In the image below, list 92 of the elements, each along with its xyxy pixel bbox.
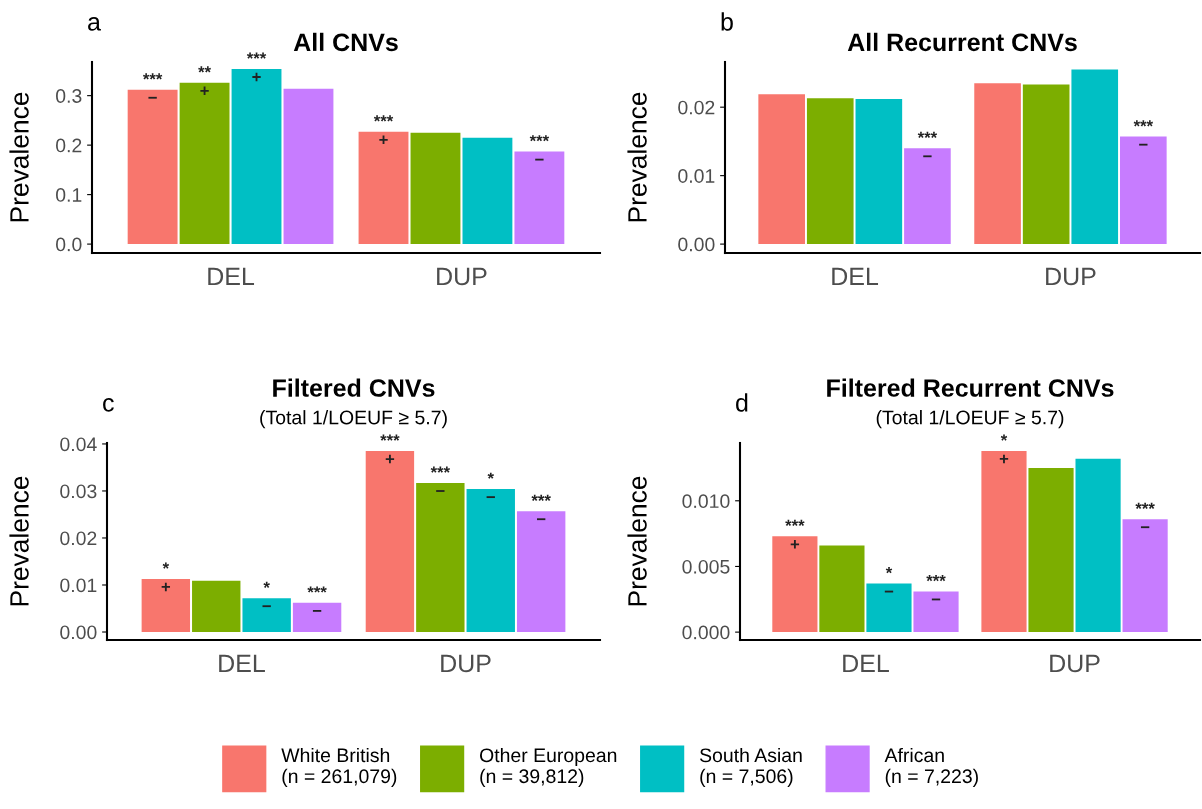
bar bbox=[819, 545, 865, 633]
chart-title: All Recurrent CNVs bbox=[847, 32, 1077, 52]
bar bbox=[1028, 467, 1074, 633]
text: c bbox=[103, 398, 114, 412]
bar bbox=[514, 151, 565, 245]
bar bbox=[974, 83, 1021, 245]
y-tick-label: 0.00 bbox=[678, 237, 715, 252]
bar bbox=[127, 89, 178, 245]
data-label: *** − bbox=[926, 574, 946, 601]
x-tick-label: DUP bbox=[1050, 654, 1100, 673]
y-tick-label: 0.000 bbox=[682, 625, 730, 640]
data-label: *** + bbox=[246, 52, 267, 82]
data-label: *** + bbox=[785, 519, 805, 549]
bar bbox=[913, 591, 959, 633]
y-tick-label: 0.03 bbox=[60, 484, 97, 499]
bar bbox=[866, 583, 912, 633]
data-label: *** − bbox=[430, 466, 451, 492]
y-tick-label: 0.00 bbox=[60, 625, 97, 640]
text: d bbox=[736, 393, 748, 412]
y-tick-label: 0.02 bbox=[60, 531, 97, 546]
bar bbox=[231, 68, 282, 245]
bar bbox=[1022, 84, 1070, 245]
x-tick-label: DUP bbox=[1046, 267, 1096, 286]
data-label: *** + bbox=[380, 434, 400, 464]
x-tick-label: DUP bbox=[437, 267, 487, 286]
bar bbox=[358, 131, 409, 245]
bar bbox=[141, 578, 191, 633]
x-tick-label: DEL bbox=[219, 654, 265, 673]
bar bbox=[1122, 519, 1168, 633]
y-tick-label: 0.01 bbox=[60, 578, 97, 593]
data-label: *** − bbox=[1135, 502, 1155, 529]
data-label: *** − bbox=[142, 73, 163, 99]
y-axis-title: Prevalence bbox=[9, 476, 29, 606]
y-tick-label: 0.0 bbox=[56, 237, 82, 252]
y-tick-label: 0.010 bbox=[682, 494, 730, 509]
chart-title: All CNVs bbox=[293, 32, 398, 52]
bar bbox=[1075, 458, 1121, 633]
bar bbox=[292, 602, 342, 633]
legend-label: African (n = 7,223) bbox=[884, 747, 978, 787]
text: a bbox=[88, 17, 101, 31]
x-tick-label: DEL bbox=[832, 267, 879, 286]
data-label: ** + bbox=[198, 66, 212, 96]
bar bbox=[1071, 69, 1119, 245]
bar bbox=[516, 511, 566, 633]
data-label: * + bbox=[999, 434, 1009, 464]
y-tick-label: 0.2 bbox=[56, 138, 82, 153]
chart-title: Filtered Recurrent CNVs bbox=[827, 378, 1114, 397]
y-axis-title: Prevalence bbox=[627, 476, 647, 606]
chart-subtitle: (Total 1/LOEUF ≥ 5.7) bbox=[876, 410, 1064, 429]
chart-subtitle: (Total 1/LOEUF ≥ 5.7) bbox=[260, 410, 447, 429]
y-axis-title: Prevalence bbox=[627, 92, 647, 222]
bar bbox=[283, 88, 334, 245]
bar bbox=[416, 482, 465, 633]
bar bbox=[758, 94, 805, 245]
legend-label: South Asian (n = 7,506) bbox=[699, 747, 802, 787]
bar bbox=[179, 82, 230, 245]
bar bbox=[242, 598, 291, 633]
data-label: *** − bbox=[531, 494, 551, 521]
legend-label: White British (n = 261,079) bbox=[281, 747, 397, 787]
bar bbox=[904, 148, 951, 245]
x-tick-label: DUP bbox=[441, 654, 491, 673]
y-tick-label: 0.3 bbox=[56, 89, 82, 103]
y-tick-label: 0.01 bbox=[678, 169, 715, 183]
x-tick-label: DEL bbox=[843, 654, 889, 673]
bar bbox=[855, 98, 903, 245]
bar bbox=[365, 450, 415, 633]
y-axis-title: Prevalence bbox=[9, 92, 29, 222]
y-tick-label: 0.1 bbox=[56, 188, 82, 202]
data-label: *** − bbox=[529, 135, 550, 161]
data-label: * − bbox=[262, 581, 271, 608]
bar bbox=[192, 580, 241, 633]
data-label: *** − bbox=[1133, 120, 1154, 146]
bar bbox=[806, 98, 854, 245]
bar bbox=[772, 536, 818, 633]
y-tick-label: 0.04 bbox=[60, 437, 97, 452]
bar bbox=[1120, 136, 1167, 245]
data-label: * + bbox=[161, 562, 171, 592]
data-label: * − bbox=[884, 567, 894, 593]
chart-title: Filtered CNVs bbox=[273, 378, 435, 397]
bar bbox=[410, 132, 461, 245]
x-tick-label: DEL bbox=[208, 267, 255, 286]
bar bbox=[466, 489, 515, 633]
data-label: *** − bbox=[917, 131, 938, 158]
y-tick-label: 0.005 bbox=[682, 559, 730, 574]
y-tick-label: 0.02 bbox=[678, 100, 715, 115]
data-label: *** − bbox=[307, 586, 327, 612]
legend-label: Other European (n = 39,812) bbox=[480, 747, 617, 787]
bar bbox=[981, 450, 1027, 633]
bar bbox=[462, 137, 513, 245]
text: b bbox=[721, 12, 733, 31]
data-label: *** + bbox=[373, 115, 394, 145]
data-label: * − bbox=[486, 472, 495, 499]
